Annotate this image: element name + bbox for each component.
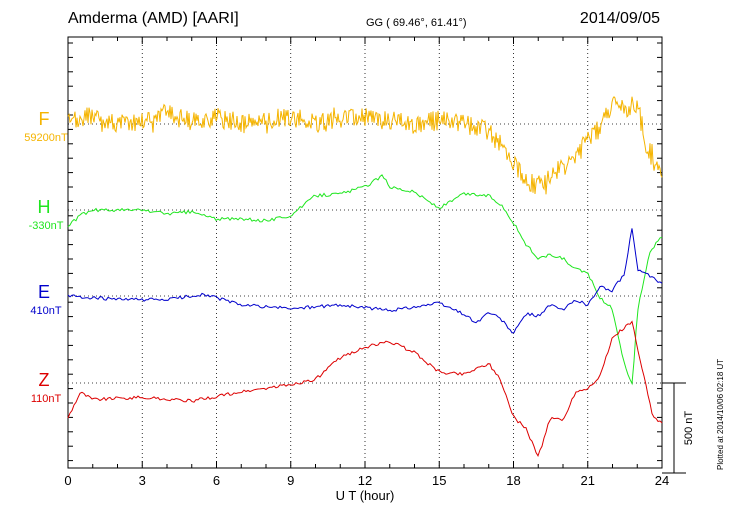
plot-date: 2014/09/05 xyxy=(579,10,660,27)
component-label-f: F xyxy=(39,109,50,129)
component-label-e: E xyxy=(38,282,50,302)
trace-z xyxy=(67,320,663,457)
x-tick-label: 21 xyxy=(581,473,595,488)
trace-e xyxy=(67,228,663,334)
trace-h xyxy=(67,174,663,386)
geographic-coords: GG ( 69.46°, 61.41°) xyxy=(366,17,467,29)
x-tick-label: 18 xyxy=(506,473,520,488)
trace-f xyxy=(67,95,663,195)
baseline-value-z: 110nT xyxy=(31,393,62,405)
baseline-value-e: 410nT xyxy=(30,305,61,317)
baseline-value-f: 59200nT xyxy=(24,132,68,144)
x-tick-label: 24 xyxy=(655,473,669,488)
x-axis-label: U T (hour) xyxy=(336,488,395,503)
x-tick-label: 0 xyxy=(64,473,71,488)
x-tick-label: 12 xyxy=(358,473,372,488)
x-tick-label: 9 xyxy=(287,473,294,488)
plotted-timestamp: Plotted at 2014/10/06 02:18 UT xyxy=(716,358,725,470)
component-label-h: H xyxy=(38,197,51,217)
baseline-value-h: -330nT xyxy=(29,220,64,232)
x-tick-label: 6 xyxy=(213,473,220,488)
station-title: Amderma (AMD) [AARI] xyxy=(68,10,239,27)
scale-bar-label: 500 nT xyxy=(683,411,695,446)
x-tick-label: 15 xyxy=(432,473,446,488)
x-tick-label: 3 xyxy=(139,473,146,488)
component-label-z: Z xyxy=(39,370,50,390)
